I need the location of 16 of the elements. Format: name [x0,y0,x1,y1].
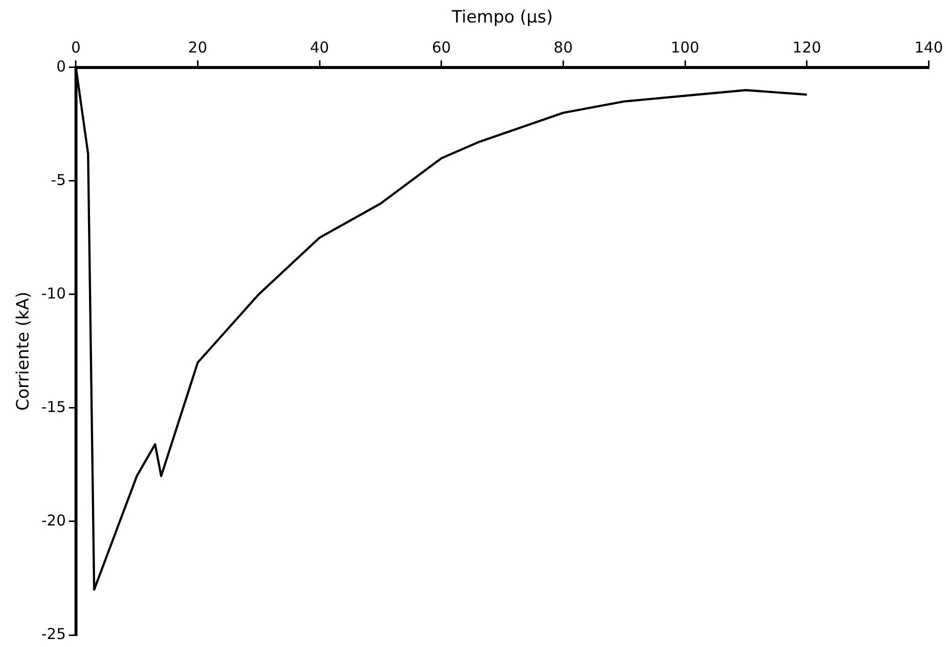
x-tick-label: 80 [554,38,573,56]
y-tick-label: 0 [56,57,66,76]
x-tick-label: 20 [188,38,208,56]
y-tick-label: -20 [41,511,66,530]
y-axis-title: Corriente (kA) [14,292,34,411]
y-tick-label: -5 [50,170,66,189]
x-tick-label: 120 [792,38,822,56]
x-tick-label: 0 [71,38,81,56]
x-tick-label: 60 [432,38,451,56]
y-tick-label: -15 [41,398,66,416]
x-tick-label: 100 [670,38,700,56]
y-tick-label: -25 [41,624,66,643]
x-axis-title: Tiempo (μs) [450,8,553,28]
x-tick-label: 140 [914,38,944,56]
x-tick-label: 40 [310,38,330,56]
y-tick-label: -10 [41,284,66,302]
